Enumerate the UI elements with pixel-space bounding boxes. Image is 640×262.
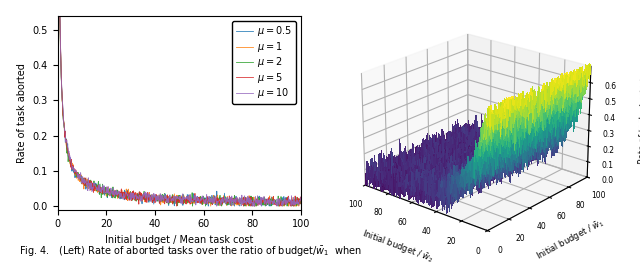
$\mu = 2$ [217,198,225,201]
$\mu = 10$ [213,205,221,208]
$\mu = 10$ [217,203,225,206]
$\mu = 10$ [117,192,125,195]
$\mu = 2$ [117,193,125,196]
$\mu = 2$ [189,205,196,208]
$\mu = 1$ [198,196,205,200]
$\mu = 10$ [198,196,205,199]
$\mu = 2$ [55,7,63,10]
Line: $\mu = 1$: $\mu = 1$ [59,9,301,206]
$\mu = 2$ [164,203,172,206]
$\mu = 5$ [237,199,245,202]
$\mu = 5$ [217,197,225,200]
$\mu = 1$ [217,197,225,200]
$\mu = 0.5$ [204,205,212,208]
Line: $\mu = 2$: $\mu = 2$ [59,9,301,206]
$\mu = 0.5$ [237,199,245,202]
Y-axis label: Rate of task aborted: Rate of task aborted [17,63,27,163]
$\mu = 10$ [55,7,63,10]
Y-axis label: Initial budget / $\bar{w}_1$: Initial budget / $\bar{w}_1$ [533,216,606,262]
X-axis label: Initial budget / Mean task cost: Initial budget / Mean task cost [105,235,253,245]
$\mu = 2$ [237,199,245,202]
$\mu = 5$ [98,190,106,194]
$\mu = 1$ [237,200,245,204]
$\mu = 0.5$ [98,186,106,189]
$\mu = 2$ [98,192,106,195]
$\mu = 10$ [237,204,245,207]
$\mu = 2$ [297,202,305,205]
$\mu = 5$ [164,196,172,199]
$\mu = 1$ [98,188,106,192]
$\mu = 0.5$ [198,197,205,200]
$\mu = 0.5$ [55,7,63,10]
$\mu = 10$ [98,190,106,193]
$\mu = 1$ [117,191,125,194]
$\mu = 5$ [198,196,205,199]
$\mu = 5$ [297,199,305,202]
$\mu = 1$ [297,200,305,203]
$\mu = 10$ [164,196,172,200]
$\mu = 5$ [55,7,63,10]
$\mu = 5$ [173,205,180,208]
$\mu = 1$ [164,199,172,202]
$\mu = 1$ [207,205,214,208]
Line: $\mu = 10$: $\mu = 10$ [59,9,301,206]
$\mu = 0.5$ [217,198,225,201]
Legend: $\mu = 0.5$, $\mu = 1$, $\mu = 2$, $\mu = 5$, $\mu = 10$: $\mu = 0.5$, $\mu = 1$, $\mu = 2$, $\mu … [232,21,296,104]
$\mu = 0.5$ [117,192,125,195]
$\mu = 2$ [198,198,205,201]
$\mu = 5$ [117,189,125,192]
Line: $\mu = 0.5$: $\mu = 0.5$ [59,9,301,206]
Line: $\mu = 5$: $\mu = 5$ [59,9,301,206]
$\mu = 0.5$ [164,198,172,201]
Text: Fig. 4.   (Left) Rate of aborted tasks over the ratio of budget/$\bar{w}_1$  whe: Fig. 4. (Left) Rate of aborted tasks ove… [19,245,362,259]
$\mu = 1$ [55,7,63,10]
$\mu = 10$ [297,196,305,199]
X-axis label: Initial budget / $\bar{w}_2$: Initial budget / $\bar{w}_2$ [360,227,436,262]
$\mu = 0.5$ [297,202,305,205]
